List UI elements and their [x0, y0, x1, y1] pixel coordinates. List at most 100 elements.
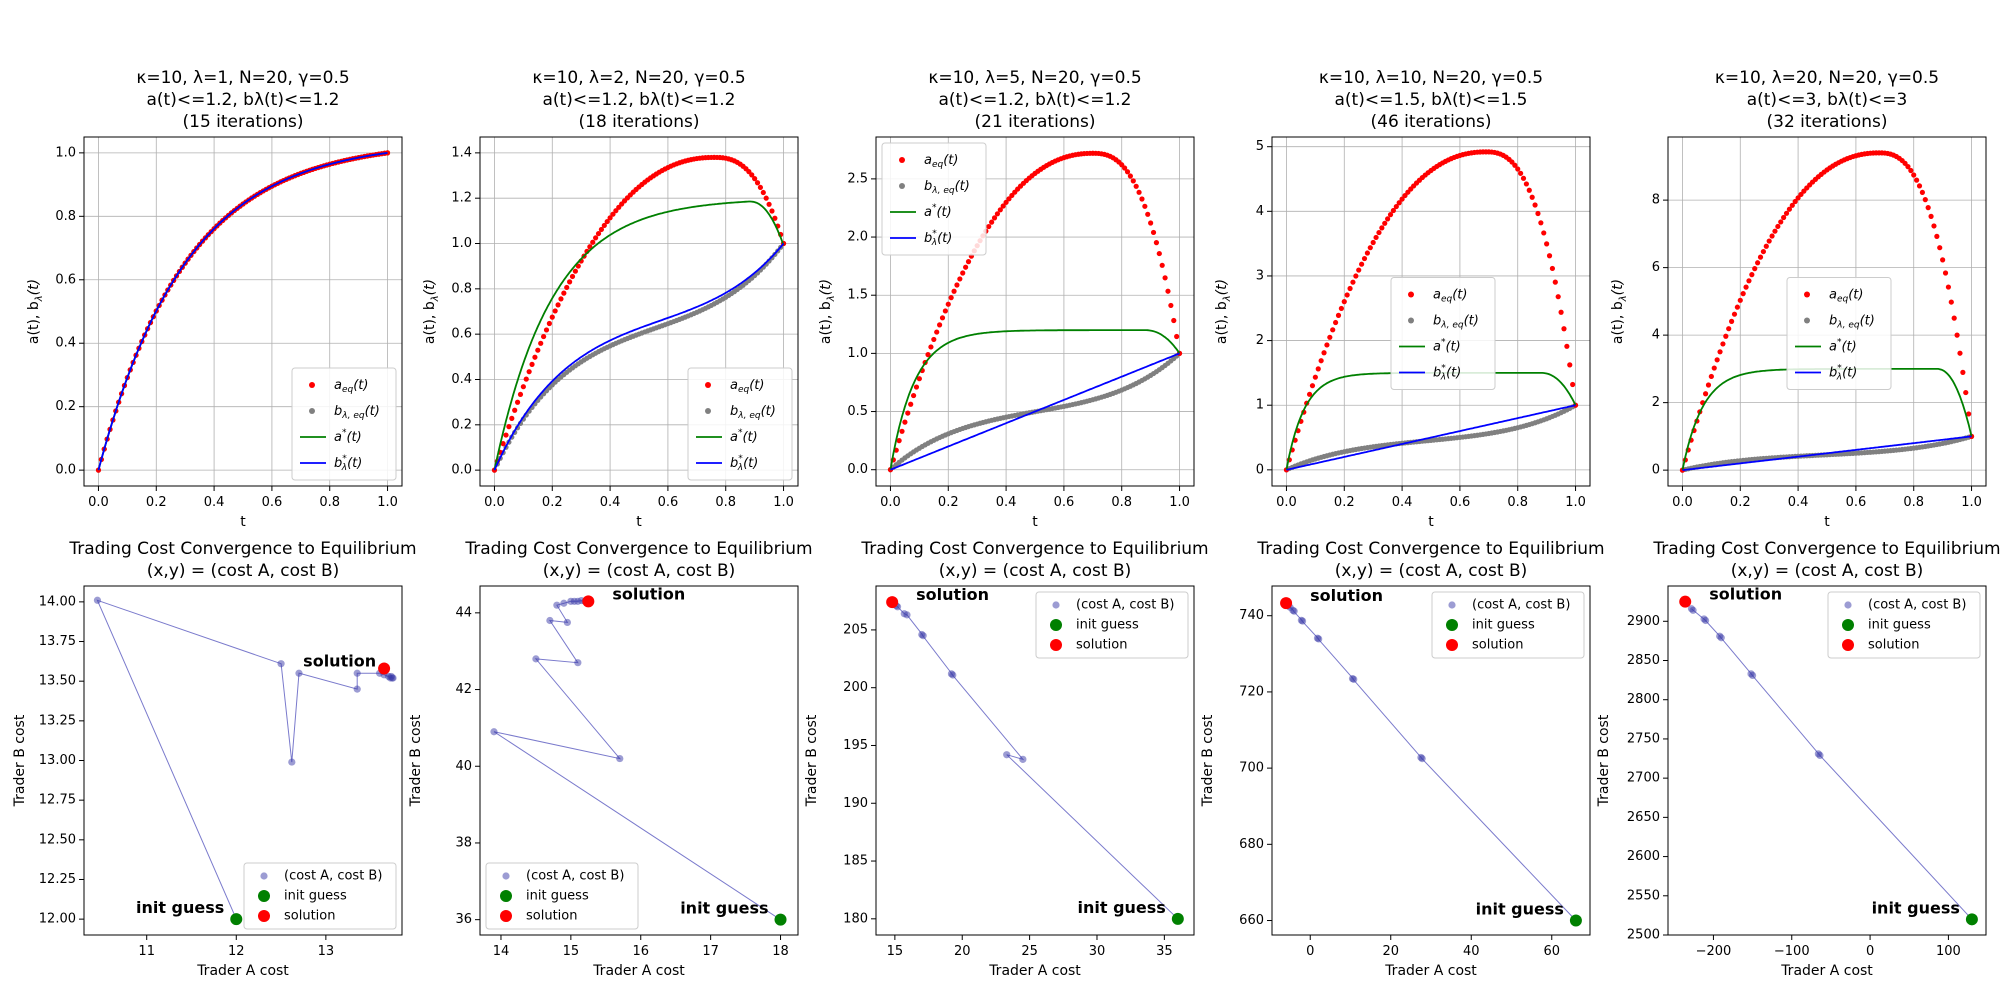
a-eq-point — [532, 354, 538, 360]
a-eq-point — [1960, 369, 1966, 375]
legend-marker — [309, 408, 315, 414]
chart-title-line: a(t)<=1.2, bλ(t)<=1.2 — [939, 90, 1132, 110]
a-eq-point — [1159, 262, 1165, 268]
a-eq-point — [1396, 200, 1402, 206]
init-guess-annotation: init guess — [1476, 900, 1564, 919]
a-eq-point — [1399, 196, 1405, 202]
x-tick-label: 20 — [1382, 944, 1399, 959]
a-eq-point — [931, 336, 937, 343]
a-eq-point — [555, 302, 561, 308]
chart-title-line: κ=10, λ=1, N=20, γ=0.5 — [136, 68, 349, 88]
y-tick-label: 2550 — [1627, 888, 1660, 903]
legend-label: (cost A, cost B) — [526, 869, 624, 884]
legend-marker — [502, 872, 510, 880]
legend-label: a*(t) — [730, 428, 758, 445]
x-tick-label: 0.4 — [600, 495, 621, 510]
a-eq-point — [561, 290, 567, 296]
a-eq-point — [899, 428, 905, 434]
a-eq-point — [1145, 211, 1151, 217]
a-eq-point — [384, 150, 391, 156]
legend: aeq(t) bλ, eq(t) a*(t) b* λ(t) — [1786, 277, 1892, 390]
a-eq-point — [1142, 203, 1148, 209]
a-eq-point — [1705, 382, 1712, 388]
x-tick-label: 18 — [772, 944, 789, 959]
chart-panel-bottom-3: Trading Cost Convergence to Equilibrium(… — [804, 539, 1209, 979]
chart-title-line: (x,y) = (cost A, cost B) — [147, 561, 340, 581]
a-eq-point — [1746, 278, 1752, 284]
legend-label: bλ, eq(t) — [1433, 313, 1479, 330]
axes-frame — [1271, 585, 1591, 936]
a-eq-point — [1769, 233, 1775, 239]
legend-label: (cost A, cost B) — [1076, 598, 1174, 613]
a-eq-point — [1914, 177, 1920, 183]
a-eq-point — [549, 314, 555, 320]
iteration-point — [1350, 675, 1358, 683]
y-axis-label: Trader B cost — [804, 714, 820, 807]
a-eq-point — [1743, 284, 1749, 290]
a-eq-point — [1778, 219, 1784, 225]
y-tick-label: 8 — [1652, 193, 1660, 208]
y-axis-label: Trader B cost — [12, 714, 28, 807]
iteration-point — [93, 596, 102, 604]
x-tick-label: 0.8 — [1111, 495, 1132, 510]
chart-title-line: (46 iterations) — [1371, 112, 1492, 132]
a-eq-point — [1390, 207, 1397, 214]
a-eq-point — [593, 235, 599, 241]
y-tick-label: 0 — [1256, 462, 1264, 477]
a-eq-point — [1133, 183, 1139, 189]
y-tick-label: 3 — [1256, 268, 1264, 283]
y-tick-label: 2650 — [1627, 810, 1660, 825]
y-tick-label: 5 — [1256, 139, 1264, 154]
a-eq-point — [994, 211, 1001, 217]
axes-frame — [1667, 136, 1987, 487]
x-axis-label: Trader A cost — [988, 963, 1081, 979]
a-eq-point — [1168, 302, 1174, 309]
legend-label: init guess — [1076, 618, 1139, 633]
chart-title-line: (32 iterations) — [1767, 112, 1888, 132]
x-tick-label: 0.0 — [484, 495, 505, 510]
a-eq-point — [766, 201, 772, 207]
a-eq-point — [506, 424, 512, 430]
a-eq-point — [1335, 312, 1342, 318]
x-tick-label: 0.6 — [1450, 495, 1471, 510]
a-eq-point — [1948, 299, 1954, 305]
x-tick-label: 0.6 — [262, 495, 283, 510]
legend-marker — [258, 910, 270, 922]
a-eq-point — [1786, 206, 1793, 212]
a-eq-point — [1350, 279, 1356, 285]
y-tick-label: 680 — [1239, 837, 1264, 852]
iteration-point — [546, 616, 554, 625]
legend-label: a*(t) — [1829, 337, 1857, 354]
chart-panel-top-4: κ=10, λ=10, N=20, γ=0.5a(t)<=1.5, bλ(t)<… — [1214, 68, 1591, 530]
a-eq-point — [1538, 220, 1544, 226]
a-eq-point — [1763, 243, 1769, 249]
x-tick-label: −100 — [1774, 944, 1810, 959]
y-tick-label: 0.2 — [55, 399, 76, 414]
a-eq-point — [1150, 229, 1157, 236]
a-eq-point — [908, 401, 914, 407]
y-tick-label: 1.0 — [451, 236, 472, 251]
legend-marker — [705, 382, 711, 388]
chart-title-line: a(t)<=1.2, bλ(t)<=1.2 — [543, 90, 736, 110]
a-eq-point — [1708, 373, 1714, 380]
iteration-point — [1816, 751, 1824, 760]
y-tick-label: 0.0 — [451, 463, 472, 478]
chart-title-line: (21 iterations) — [975, 112, 1096, 132]
a-eq-point — [1546, 253, 1553, 259]
legend-marker — [1448, 601, 1456, 609]
y-tick-label: 36 — [455, 912, 472, 927]
x-tick-label: 0.0 — [1672, 495, 1693, 510]
y-tick-label: 2700 — [1627, 771, 1660, 786]
a-eq-point — [925, 352, 931, 358]
legend-label: aeq(t) — [334, 378, 368, 395]
x-tick-label: 17 — [702, 944, 719, 959]
y-tick-label: 0.0 — [55, 463, 76, 478]
a-eq-point — [1523, 181, 1529, 187]
a-eq-point — [552, 308, 558, 314]
y-axis-label: a(t), bλ(t) — [26, 279, 45, 344]
a-eq-point — [500, 441, 506, 447]
a-eq-point — [1156, 250, 1162, 257]
y-tick-label: 1.0 — [55, 145, 76, 160]
legend-label: bλ, eq(t) — [1829, 313, 1875, 330]
iteration-point — [353, 685, 361, 693]
